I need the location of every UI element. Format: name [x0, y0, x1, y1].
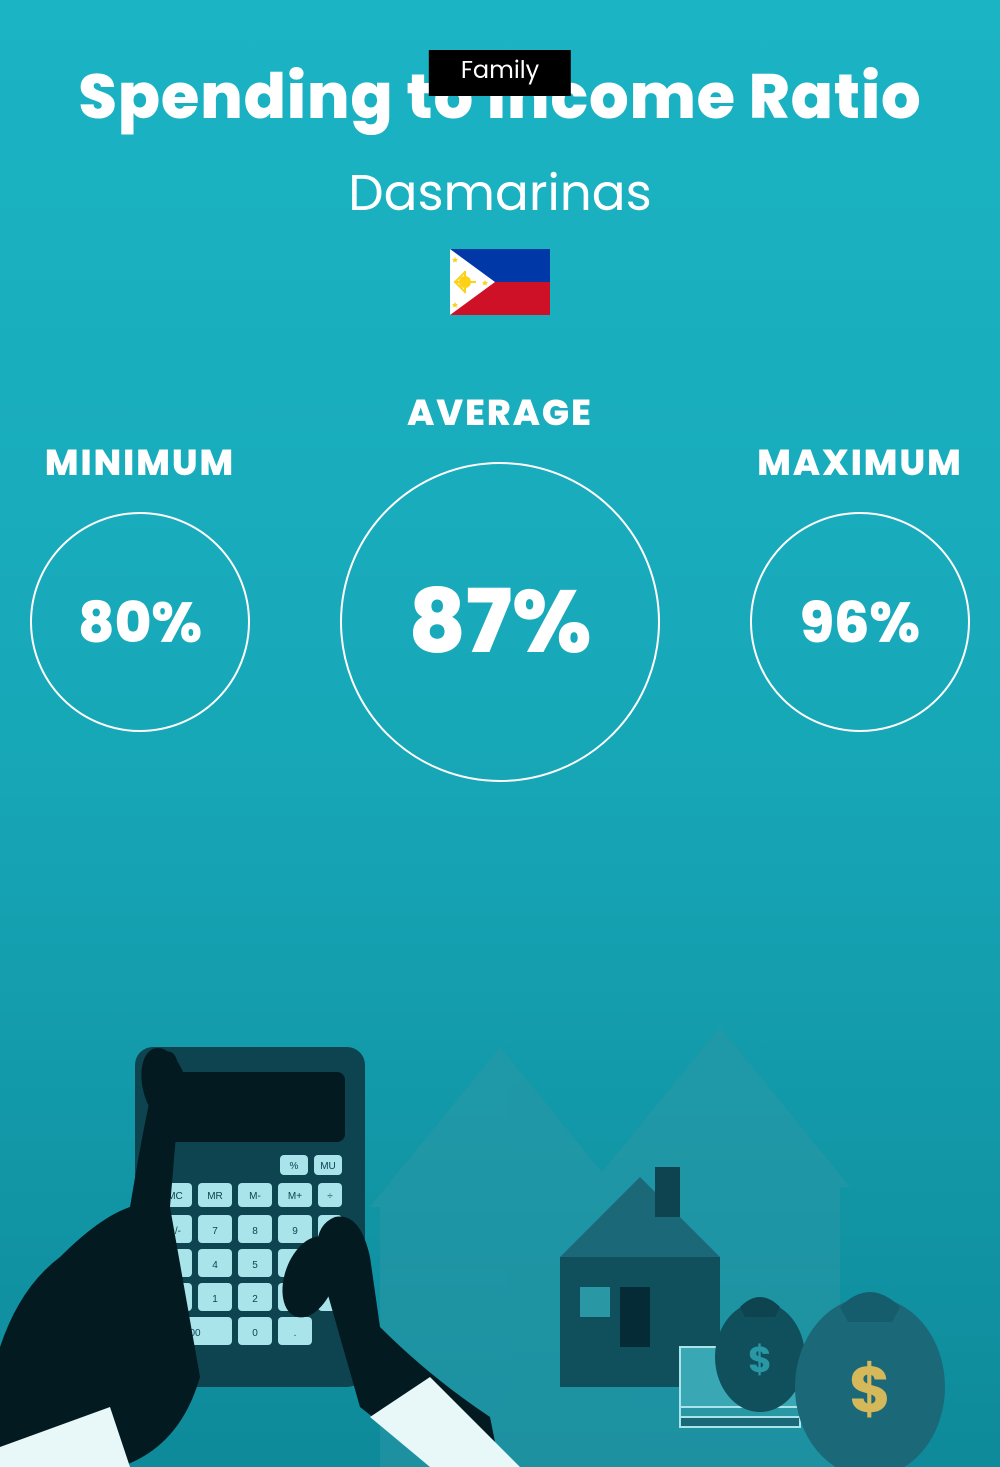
- svg-text:.: .: [294, 1328, 297, 1339]
- svg-text:M+: M+: [288, 1191, 302, 1202]
- stat-maximum: MAXIMUM 96%: [750, 435, 970, 732]
- stat-average: AVERAGE 87%: [340, 385, 660, 782]
- svg-text:7: 7: [212, 1226, 218, 1237]
- minimum-label: MINIMUM: [45, 435, 235, 490]
- average-label: AVERAGE: [407, 385, 593, 440]
- maximum-circle: 96%: [750, 512, 970, 732]
- svg-text:÷: ÷: [327, 1191, 333, 1202]
- stat-minimum: MINIMUM 80%: [30, 435, 250, 732]
- finance-illustration: $ $: [0, 907, 1000, 1467]
- svg-text:MU: MU: [320, 1161, 336, 1172]
- average-value: 87%: [408, 556, 591, 688]
- svg-text:1: 1: [212, 1294, 218, 1305]
- svg-text:M-: M-: [249, 1191, 261, 1202]
- minimum-value: 80%: [78, 580, 202, 665]
- svg-text:MR: MR: [207, 1191, 223, 1202]
- svg-text:4: 4: [212, 1260, 218, 1271]
- svg-text:9: 9: [292, 1226, 298, 1237]
- stats-row: MINIMUM 80% AVERAGE 87% MAXIMUM 96%: [0, 385, 1000, 782]
- svg-text:$: $: [849, 1346, 891, 1435]
- average-circle: 87%: [340, 462, 660, 782]
- svg-text:5: 5: [252, 1260, 258, 1271]
- svg-text:$: $: [748, 1334, 772, 1385]
- svg-text:2: 2: [252, 1294, 258, 1305]
- category-tag: Family: [429, 50, 571, 96]
- svg-text:0: 0: [252, 1328, 258, 1339]
- location-subtitle: Dasmarinas: [0, 155, 1000, 231]
- philippines-flag-icon: [450, 249, 550, 315]
- maximum-label: MAXIMUM: [757, 435, 962, 490]
- svg-text:%: %: [290, 1161, 299, 1172]
- svg-text:8: 8: [252, 1226, 258, 1237]
- minimum-circle: 80%: [30, 512, 250, 732]
- maximum-value: 96%: [800, 580, 920, 665]
